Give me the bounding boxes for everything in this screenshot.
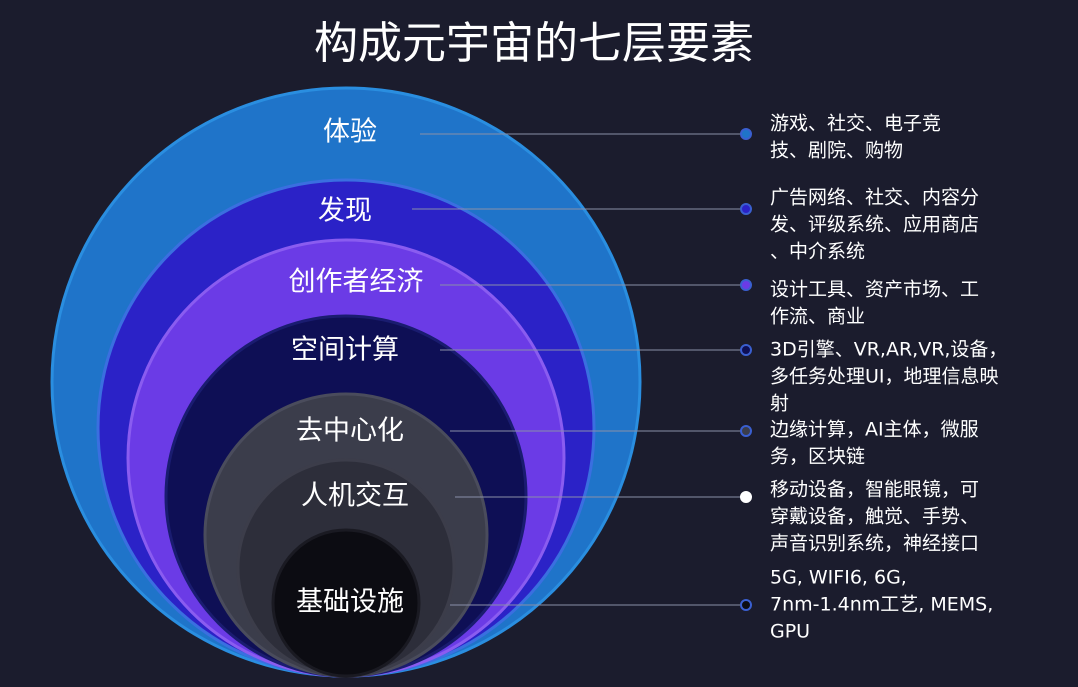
layer-description: 、中介系统: [770, 241, 865, 263]
layer-description: 穿戴设备，触觉、手势、: [770, 506, 979, 528]
layer-circle: [271, 528, 421, 678]
connector-dot: [740, 203, 752, 215]
layer-description: 射: [770, 393, 789, 415]
layer-description: 多任务处理UI，地理信息映: [770, 366, 999, 388]
layer-name: 发现: [318, 196, 372, 227]
layer-description: 3D引擎、VR,AR,VR,设备，: [770, 339, 1007, 361]
layer-name: 体验: [323, 117, 377, 148]
layer-description: 游戏、社交、电子竞: [770, 113, 941, 135]
layer-description: 务，区块链: [770, 446, 865, 468]
connector-dot: [740, 491, 752, 503]
layer-description: 5G, WIFI6, 6G,: [770, 567, 907, 589]
layer-description: 设计工具、资产市场、工: [770, 279, 979, 301]
layer-description: GPU: [770, 621, 810, 643]
layer-description: 技、剧院、购物: [770, 140, 903, 162]
layer-name: 基础设施: [296, 587, 404, 618]
layer-name: 创作者经济: [289, 267, 424, 298]
layer-description: 7nm-1.4nm工艺, MEMS,: [770, 594, 993, 616]
layer-description: 广告网络、社交、内容分: [770, 187, 979, 209]
connector-dot: [740, 279, 752, 291]
connector-dot: [740, 599, 752, 611]
layer-name: 空间计算: [291, 335, 399, 366]
layer-description: 发、评级系统、应用商店: [770, 214, 979, 236]
layer-description: 声音识别系统，神经接口: [770, 533, 979, 555]
layer-description: 作流、商业: [770, 306, 865, 328]
layer-name: 人机交互: [301, 481, 409, 512]
layer-description: 边缘计算，AI主体，微服: [770, 419, 979, 441]
title: 构成元宇宙的七层要素: [314, 18, 754, 69]
connector-dot: [740, 128, 752, 140]
connector-dot: [740, 425, 752, 437]
layer-description: 移动设备，智能眼镜，可: [770, 479, 979, 501]
connector-dot: [740, 344, 752, 356]
layer-name: 去中心化: [296, 416, 404, 447]
